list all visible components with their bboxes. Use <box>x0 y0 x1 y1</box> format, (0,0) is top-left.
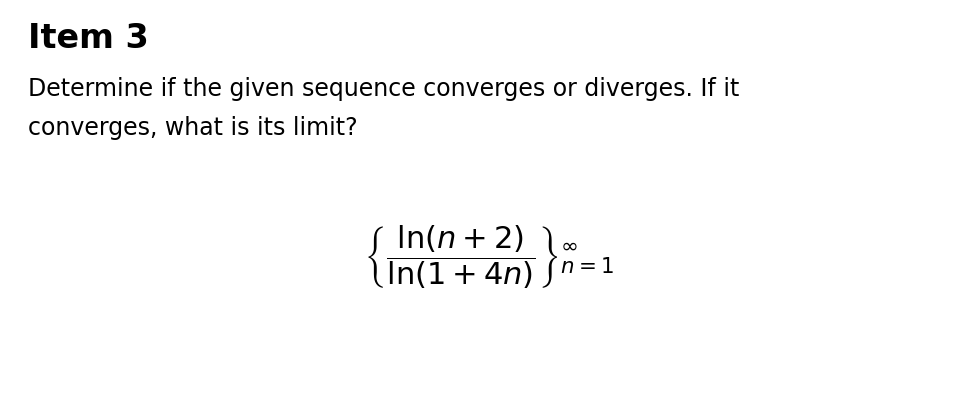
Text: Item 3: Item 3 <box>28 22 149 55</box>
Text: $\left\{\dfrac{\ln(n + 2)}{\ln(1 + 4n)}\right\}_{n=1}^{\infty}$: $\left\{\dfrac{\ln(n + 2)}{\ln(1 + 4n)}\… <box>363 223 614 291</box>
Text: Determine if the given sequence converges or diverges. If it
converges, what is : Determine if the given sequence converge… <box>28 77 739 140</box>
